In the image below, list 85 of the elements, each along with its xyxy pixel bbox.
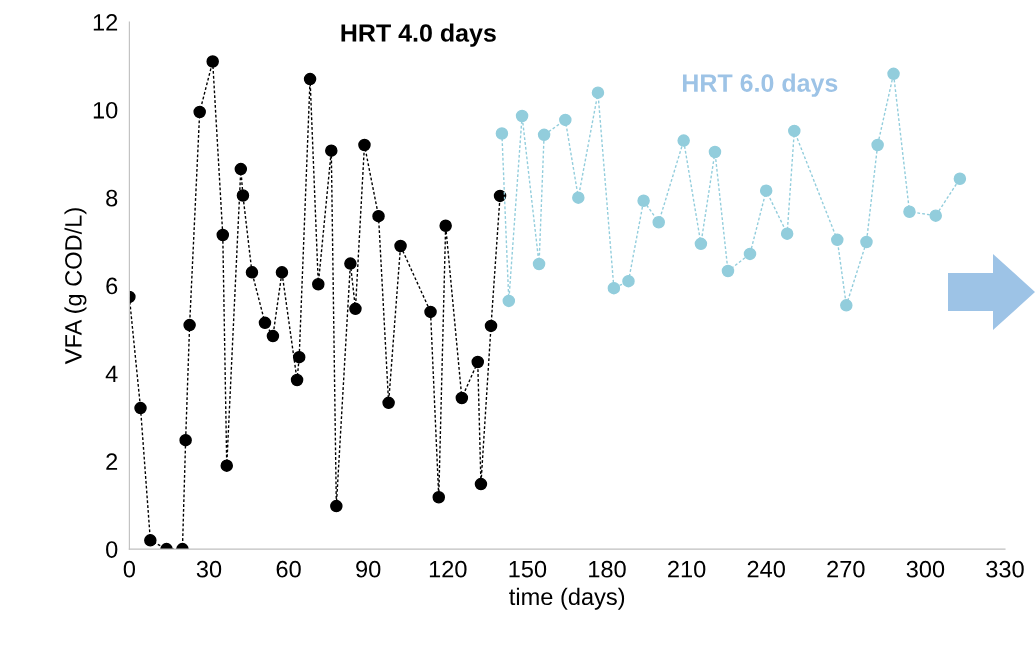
y-tick-label: 10 [93, 101, 118, 119]
point [290, 373, 304, 387]
y-tick-label: 8 [106, 189, 118, 207]
x-tick-label: 150 [509, 560, 547, 578]
point [831, 233, 844, 247]
point [455, 391, 469, 405]
point [236, 189, 250, 202]
point [206, 55, 219, 68]
point [439, 219, 452, 233]
x-tick-label: 240 [747, 560, 785, 578]
point [245, 266, 259, 279]
point [537, 128, 551, 142]
annotation: HRT 4.0 days [341, 23, 496, 47]
point [325, 144, 338, 157]
point [424, 305, 437, 319]
point [495, 127, 509, 140]
point [860, 235, 873, 249]
annotation: HRT 6.0 days [682, 73, 838, 97]
point [474, 477, 488, 491]
point [887, 67, 900, 81]
x-tick-label: 60 [276, 560, 301, 578]
point [349, 302, 362, 316]
point [312, 277, 325, 291]
point [275, 266, 289, 279]
point [780, 227, 794, 240]
point [330, 499, 343, 513]
point [484, 319, 498, 333]
x-tick-label: 180 [589, 560, 626, 578]
point [721, 264, 735, 278]
point [559, 113, 572, 127]
point [871, 138, 884, 152]
point [471, 355, 485, 369]
x-tick-label: 0 [123, 560, 136, 578]
point [258, 316, 272, 330]
point [652, 216, 665, 229]
point [607, 281, 621, 295]
point [266, 329, 280, 343]
point [637, 194, 650, 208]
point [358, 138, 371, 152]
y-axis-title: VFA (g COD/L) [64, 208, 87, 365]
y-tick-label: 0 [106, 541, 118, 558]
point [840, 299, 853, 312]
point [220, 459, 234, 472]
point [193, 105, 206, 119]
point [591, 86, 605, 99]
point [953, 172, 967, 186]
point [572, 191, 585, 204]
point [134, 401, 147, 415]
point [677, 134, 690, 147]
x-tick-label: 300 [906, 560, 945, 578]
x-tick-label: 30 [196, 560, 222, 578]
y-tick-label: 6 [106, 277, 118, 295]
point [144, 534, 157, 547]
point [234, 162, 248, 176]
x-tick-label: 270 [827, 560, 865, 578]
point [532, 257, 546, 271]
point [622, 274, 635, 288]
point [708, 145, 722, 159]
point [788, 124, 801, 138]
point [303, 72, 317, 86]
x-tick-label: 210 [668, 560, 706, 578]
point [179, 433, 192, 447]
point [743, 247, 757, 261]
point [183, 318, 196, 332]
y-tick-label: 4 [105, 365, 118, 382]
y-tick-label: 2 [106, 453, 118, 470]
x-axis-title: time (days) [509, 587, 625, 610]
x-tick-label: 120 [429, 560, 467, 578]
point [759, 184, 773, 197]
point [382, 396, 395, 410]
x-tick-label: 330 [986, 560, 1024, 578]
point [292, 350, 306, 364]
point [432, 491, 446, 504]
y-tick-label: 12 [93, 14, 118, 31]
point [394, 239, 407, 253]
point [929, 209, 942, 222]
point [903, 205, 916, 218]
point [502, 294, 516, 308]
point [216, 228, 230, 242]
point [515, 109, 529, 123]
point [493, 189, 507, 203]
point [372, 209, 385, 223]
point [344, 257, 357, 270]
x-tick-label: 90 [356, 560, 381, 578]
point [694, 237, 708, 251]
